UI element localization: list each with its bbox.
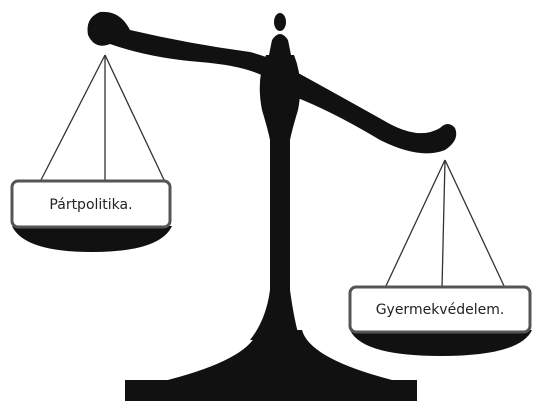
- left-label: Pártpolitika.: [49, 197, 132, 213]
- left-bowl: [12, 226, 172, 252]
- balance-scale: Pártpolitika. Gyermekvédelem.: [0, 0, 542, 401]
- left-pan: [40, 55, 165, 182]
- right-bowl: [350, 330, 532, 356]
- right-pan: [385, 160, 505, 288]
- right-label: Gyermekvédelem.: [376, 302, 505, 318]
